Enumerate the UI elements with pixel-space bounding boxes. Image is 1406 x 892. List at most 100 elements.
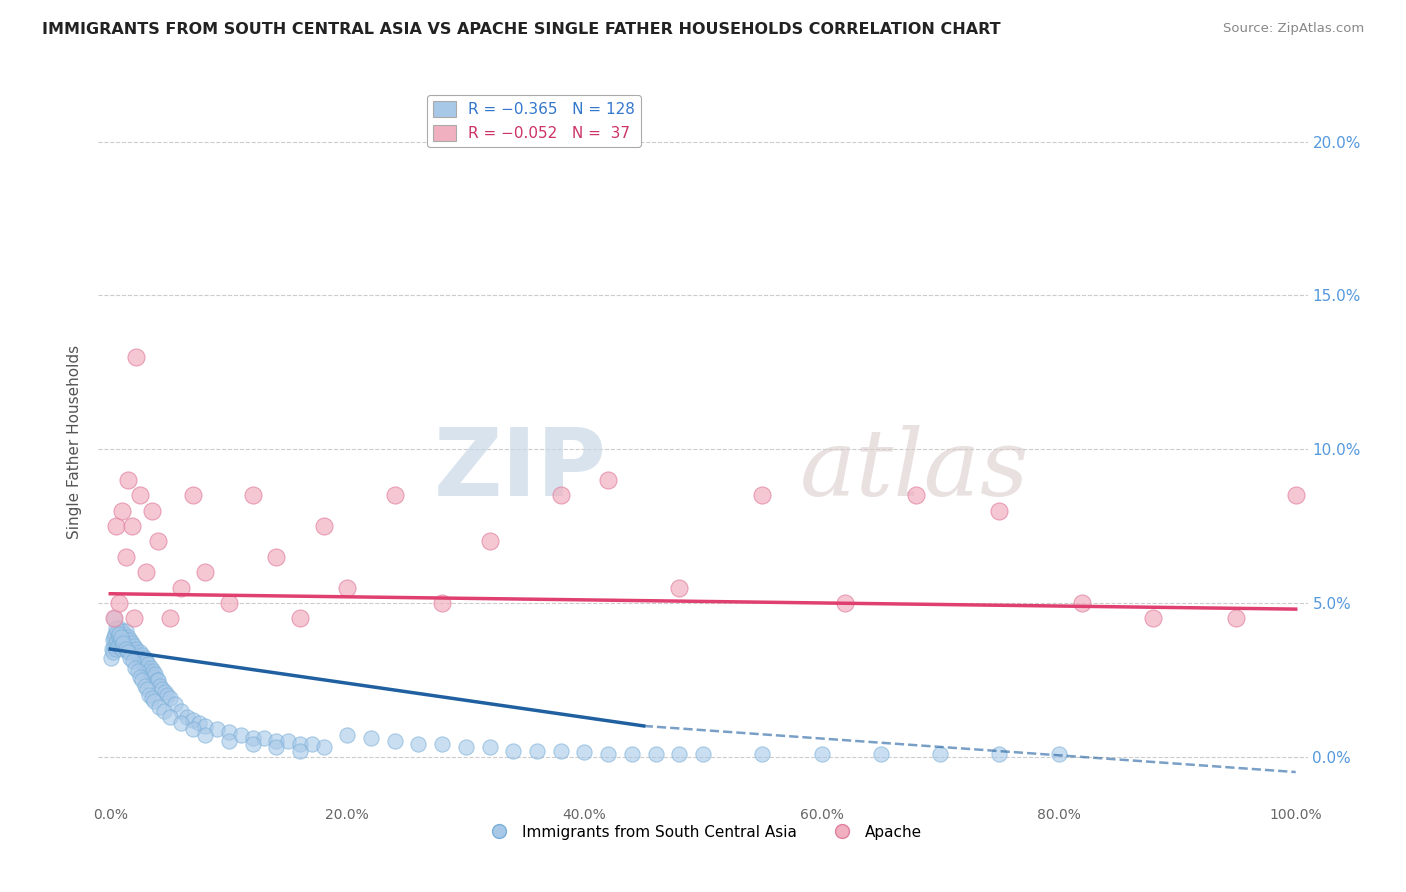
Point — [869, 747, 891, 761]
Point — [218, 725, 240, 739]
Point — [131, 673, 153, 687]
Point — [110, 630, 132, 644]
Point — [312, 740, 335, 755]
Point — [360, 731, 382, 746]
Point — [288, 738, 311, 752]
Point — [125, 642, 148, 657]
Point — [550, 488, 572, 502]
Point — [127, 664, 149, 678]
Point — [105, 632, 128, 647]
Point — [112, 636, 135, 650]
Point — [905, 488, 928, 502]
Point — [384, 488, 406, 502]
Point — [502, 743, 524, 757]
Point — [136, 660, 159, 674]
Point — [929, 747, 952, 761]
Point — [118, 639, 141, 653]
Point — [110, 624, 132, 638]
Point — [312, 519, 335, 533]
Point — [138, 688, 160, 702]
Point — [103, 611, 125, 625]
Point — [131, 648, 153, 663]
Point — [141, 691, 163, 706]
Point — [134, 651, 156, 665]
Point — [181, 713, 204, 727]
Point — [751, 747, 773, 761]
Point — [105, 621, 128, 635]
Point — [127, 648, 149, 663]
Point — [188, 715, 211, 730]
Point — [988, 747, 1011, 761]
Point — [194, 719, 217, 733]
Point — [242, 738, 264, 752]
Point — [156, 688, 179, 702]
Point — [138, 664, 160, 678]
Point — [129, 645, 152, 659]
Point — [550, 743, 572, 757]
Point — [165, 698, 187, 712]
Point — [194, 565, 217, 579]
Point — [115, 642, 138, 657]
Point — [1047, 747, 1070, 761]
Point — [105, 624, 128, 638]
Y-axis label: Single Father Households: Single Father Households — [67, 344, 83, 539]
Point — [105, 642, 128, 657]
Point — [181, 488, 204, 502]
Point — [114, 632, 136, 647]
Point — [110, 632, 132, 647]
Point — [692, 747, 714, 761]
Point — [253, 731, 276, 746]
Point — [218, 734, 240, 748]
Point — [108, 626, 131, 640]
Point — [136, 681, 159, 696]
Point — [117, 636, 139, 650]
Point — [598, 473, 620, 487]
Point — [114, 642, 136, 657]
Point — [454, 740, 477, 755]
Point — [111, 504, 134, 518]
Point — [1225, 611, 1247, 625]
Point — [134, 679, 156, 693]
Point — [170, 715, 193, 730]
Point — [132, 657, 155, 672]
Point — [145, 673, 167, 687]
Point — [139, 660, 162, 674]
Point — [159, 691, 181, 706]
Point — [108, 630, 131, 644]
Point — [117, 630, 139, 644]
Point — [118, 645, 141, 659]
Point — [121, 654, 143, 668]
Point — [751, 488, 773, 502]
Point — [125, 350, 148, 364]
Point — [100, 651, 122, 665]
Point — [143, 666, 166, 681]
Point — [834, 596, 856, 610]
Point — [988, 504, 1011, 518]
Point — [810, 747, 832, 761]
Point — [176, 709, 198, 723]
Text: ZIP: ZIP — [433, 425, 606, 516]
Point — [103, 630, 125, 644]
Point — [229, 728, 252, 742]
Point — [124, 645, 146, 659]
Point — [135, 565, 157, 579]
Point — [432, 596, 454, 610]
Point — [170, 581, 193, 595]
Point — [336, 581, 359, 595]
Point — [277, 734, 299, 748]
Point — [115, 632, 138, 647]
Point — [1142, 611, 1164, 625]
Point — [598, 747, 620, 761]
Point — [143, 670, 166, 684]
Point — [1071, 596, 1094, 610]
Point — [117, 473, 139, 487]
Point — [194, 728, 217, 742]
Point — [111, 642, 134, 657]
Point — [205, 722, 228, 736]
Point — [408, 738, 430, 752]
Point — [114, 639, 136, 653]
Point — [620, 747, 643, 761]
Point — [117, 645, 139, 659]
Point — [135, 654, 157, 668]
Point — [153, 685, 176, 699]
